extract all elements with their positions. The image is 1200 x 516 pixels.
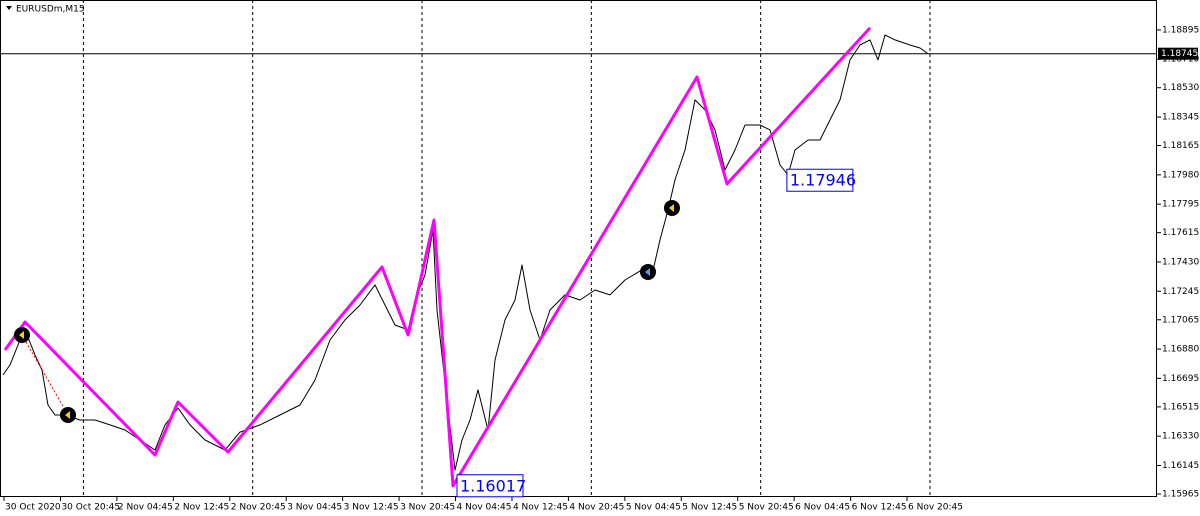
x-tick-label: 2 Nov 20:45 (231, 503, 286, 513)
x-tick-label: 30 Oct 2020 (5, 503, 61, 513)
y-tick-label: 1.16880 (1162, 345, 1199, 355)
x-tick-label: 6 Nov 20:45 (908, 503, 963, 513)
y-tick-label: 1.16515 (1162, 402, 1199, 412)
x-tick-label: 6 Nov 12:45 (852, 503, 907, 513)
current-price-label: 1.18745 (1161, 49, 1198, 59)
y-tick-label: 1.17615 (1162, 228, 1199, 238)
series-line (3, 26, 872, 488)
x-tick-label: 4 Nov 20:45 (569, 503, 624, 513)
plot-frame (0, 0, 1157, 497)
x-tick-label: 3 Nov 04:45 (287, 503, 342, 513)
annotation-label: 1.16017 (460, 476, 526, 495)
annotation-label: 1.17946 (790, 171, 856, 190)
x-tick-label: 5 Nov 20:45 (739, 503, 794, 513)
title-arrow (6, 6, 12, 10)
chart-title: EURUSDm,M15 (16, 5, 85, 15)
x-tick-label: 3 Nov 12:45 (344, 503, 399, 513)
y-tick-label: 1.16330 (1162, 432, 1199, 442)
y-tick-label: 1.18345 (1162, 113, 1199, 123)
y-tick-label: 1.16145 (1162, 461, 1199, 471)
trade-arrow (668, 203, 674, 212)
annotation-box (786, 168, 854, 192)
y-tick-label: 1.18710 (1162, 55, 1199, 65)
trade-arrow (65, 410, 71, 419)
y-tick-label: 1.17065 (1162, 315, 1199, 325)
x-tick-label: 6 Nov 04:45 (795, 503, 850, 513)
x-tick-label: 4 Nov 12:45 (513, 503, 568, 513)
x-tick-label: 5 Nov 04:45 (626, 503, 681, 513)
y-tick-label: 1.17245 (1162, 287, 1199, 297)
y-tick-label: 1.16695 (1162, 374, 1199, 384)
annotation-box (456, 474, 524, 498)
trade-arrow (644, 267, 650, 276)
x-tick-label: 2 Nov 12:45 (174, 503, 229, 513)
y-tick-label: 1.17430 (1162, 257, 1199, 267)
y-tick-label: 1.18530 (1162, 83, 1199, 93)
y-tick-label: 1.17980 (1162, 170, 1199, 180)
x-tick-label: 30 Oct 20:45 (61, 503, 120, 513)
y-tick-label: 1.15965 (1162, 489, 1199, 499)
trade-arrow (19, 330, 25, 339)
trade-line (21, 334, 69, 416)
x-tick-label: 4 Nov 04:45 (457, 503, 512, 513)
x-tick-label: 2 Nov 04:45 (118, 503, 173, 513)
x-tick-label: 3 Nov 20:45 (400, 503, 455, 513)
x-tick-label: 5 Nov 12:45 (682, 503, 737, 513)
y-tick-label: 1.17795 (1162, 200, 1199, 210)
y-tick-label: 1.18895 (1162, 25, 1199, 35)
y-tick-label: 1.18165 (1162, 141, 1199, 151)
current-price-box (1158, 47, 1198, 60)
